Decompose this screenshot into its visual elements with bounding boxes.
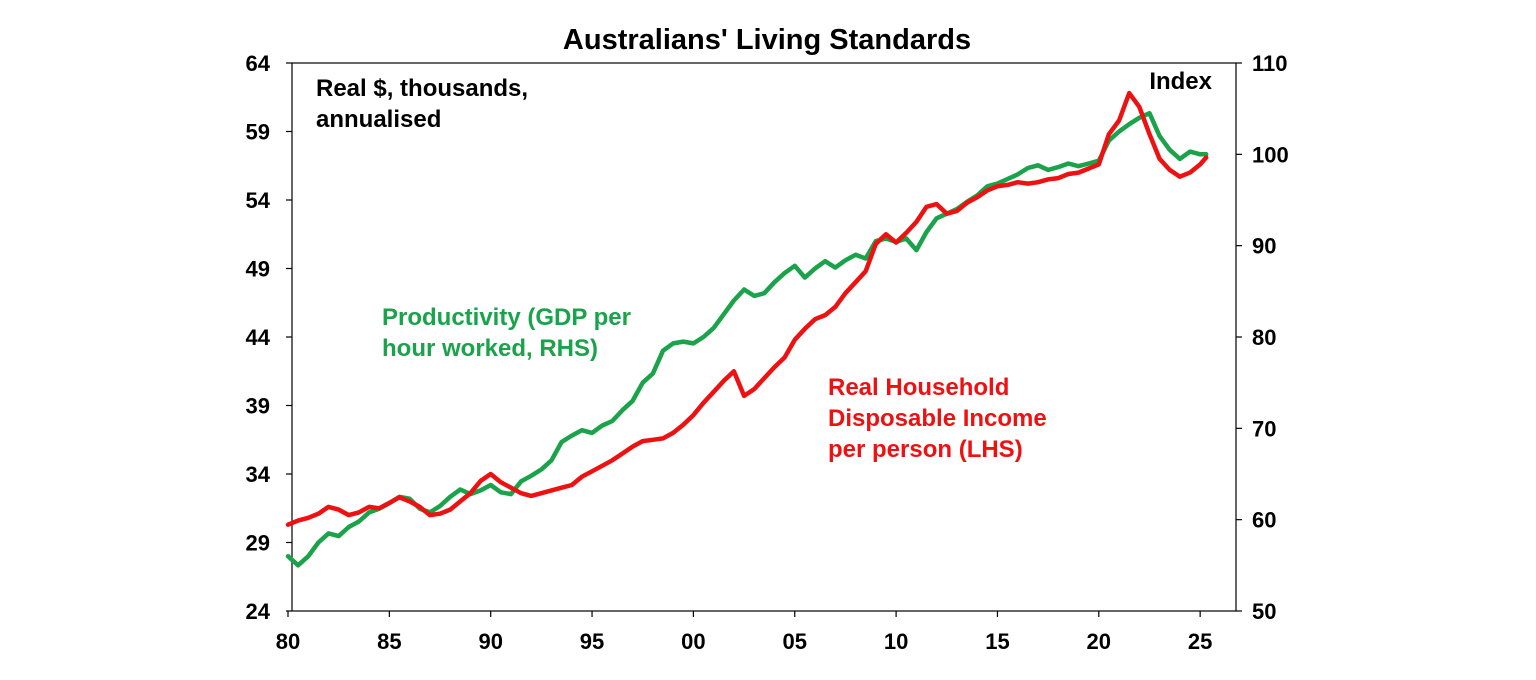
x-tick-label: 85 xyxy=(377,629,401,654)
left-tick-label: 29 xyxy=(246,531,270,556)
chart-title: Australians' Living Standards xyxy=(563,24,971,56)
income-line xyxy=(285,90,1209,527)
left-tick-label: 39 xyxy=(246,394,270,419)
x-axis: 80 85 90 95 00 05 10 15 20 25 xyxy=(276,611,1212,654)
x-tick-label: 80 xyxy=(276,629,300,654)
productivity-line xyxy=(285,110,1209,568)
left-axis-note-line-2: annualised xyxy=(316,106,441,133)
x-tick-label: 15 xyxy=(985,629,1009,654)
left-tick-label: 64 xyxy=(246,51,271,76)
right-tick-label: 50 xyxy=(1252,599,1276,624)
right-tick-label: 60 xyxy=(1252,508,1276,533)
x-tick-label: 00 xyxy=(681,629,705,654)
income-label-line-2: Disposable Income xyxy=(828,405,1047,432)
left-tick-label: 44 xyxy=(246,325,271,350)
left-tick-label: 54 xyxy=(246,188,271,213)
x-tick-label: 25 xyxy=(1188,629,1212,654)
right-tick-label: 110 xyxy=(1252,51,1288,76)
income-label-line-1: Real Household xyxy=(828,374,1009,401)
x-tick-label: 05 xyxy=(783,629,807,654)
productivity-label: Productivity (GDP per hour worked, RHS) xyxy=(382,304,638,362)
income-label: Real Household Disposable Income per per… xyxy=(828,374,1053,463)
left-tick-label: 59 xyxy=(246,120,270,145)
right-axis: 50 60 70 80 90 100 110 xyxy=(1236,51,1289,624)
left-tick-label: 24 xyxy=(246,599,271,624)
right-tick-label: 70 xyxy=(1252,416,1276,441)
left-tick-label: 34 xyxy=(246,462,271,487)
right-tick-label: 80 xyxy=(1252,325,1276,350)
x-tick-label: 20 xyxy=(1087,629,1111,654)
right-tick-label: 100 xyxy=(1252,142,1289,167)
x-tick-label: 95 xyxy=(580,629,604,654)
left-axis-note-line-1: Real $, thousands, xyxy=(316,75,528,102)
right-axis-note: Index xyxy=(1149,68,1212,95)
series-lines xyxy=(285,90,1209,568)
x-tick-label: 10 xyxy=(884,629,908,654)
right-tick-label: 90 xyxy=(1252,234,1276,259)
productivity-label-line-1: Productivity (GDP per xyxy=(382,304,631,331)
left-tick-label: 49 xyxy=(246,257,270,282)
income-label-line-3: per person (LHS) xyxy=(828,436,1023,463)
productivity-label-line-2: hour worked, RHS) xyxy=(382,335,598,362)
x-tick-label: 90 xyxy=(478,629,502,654)
left-axis-note: Real $, thousands, annualised xyxy=(316,75,535,133)
left-axis: 24 29 34 39 44 49 54 59 64 xyxy=(246,51,292,624)
